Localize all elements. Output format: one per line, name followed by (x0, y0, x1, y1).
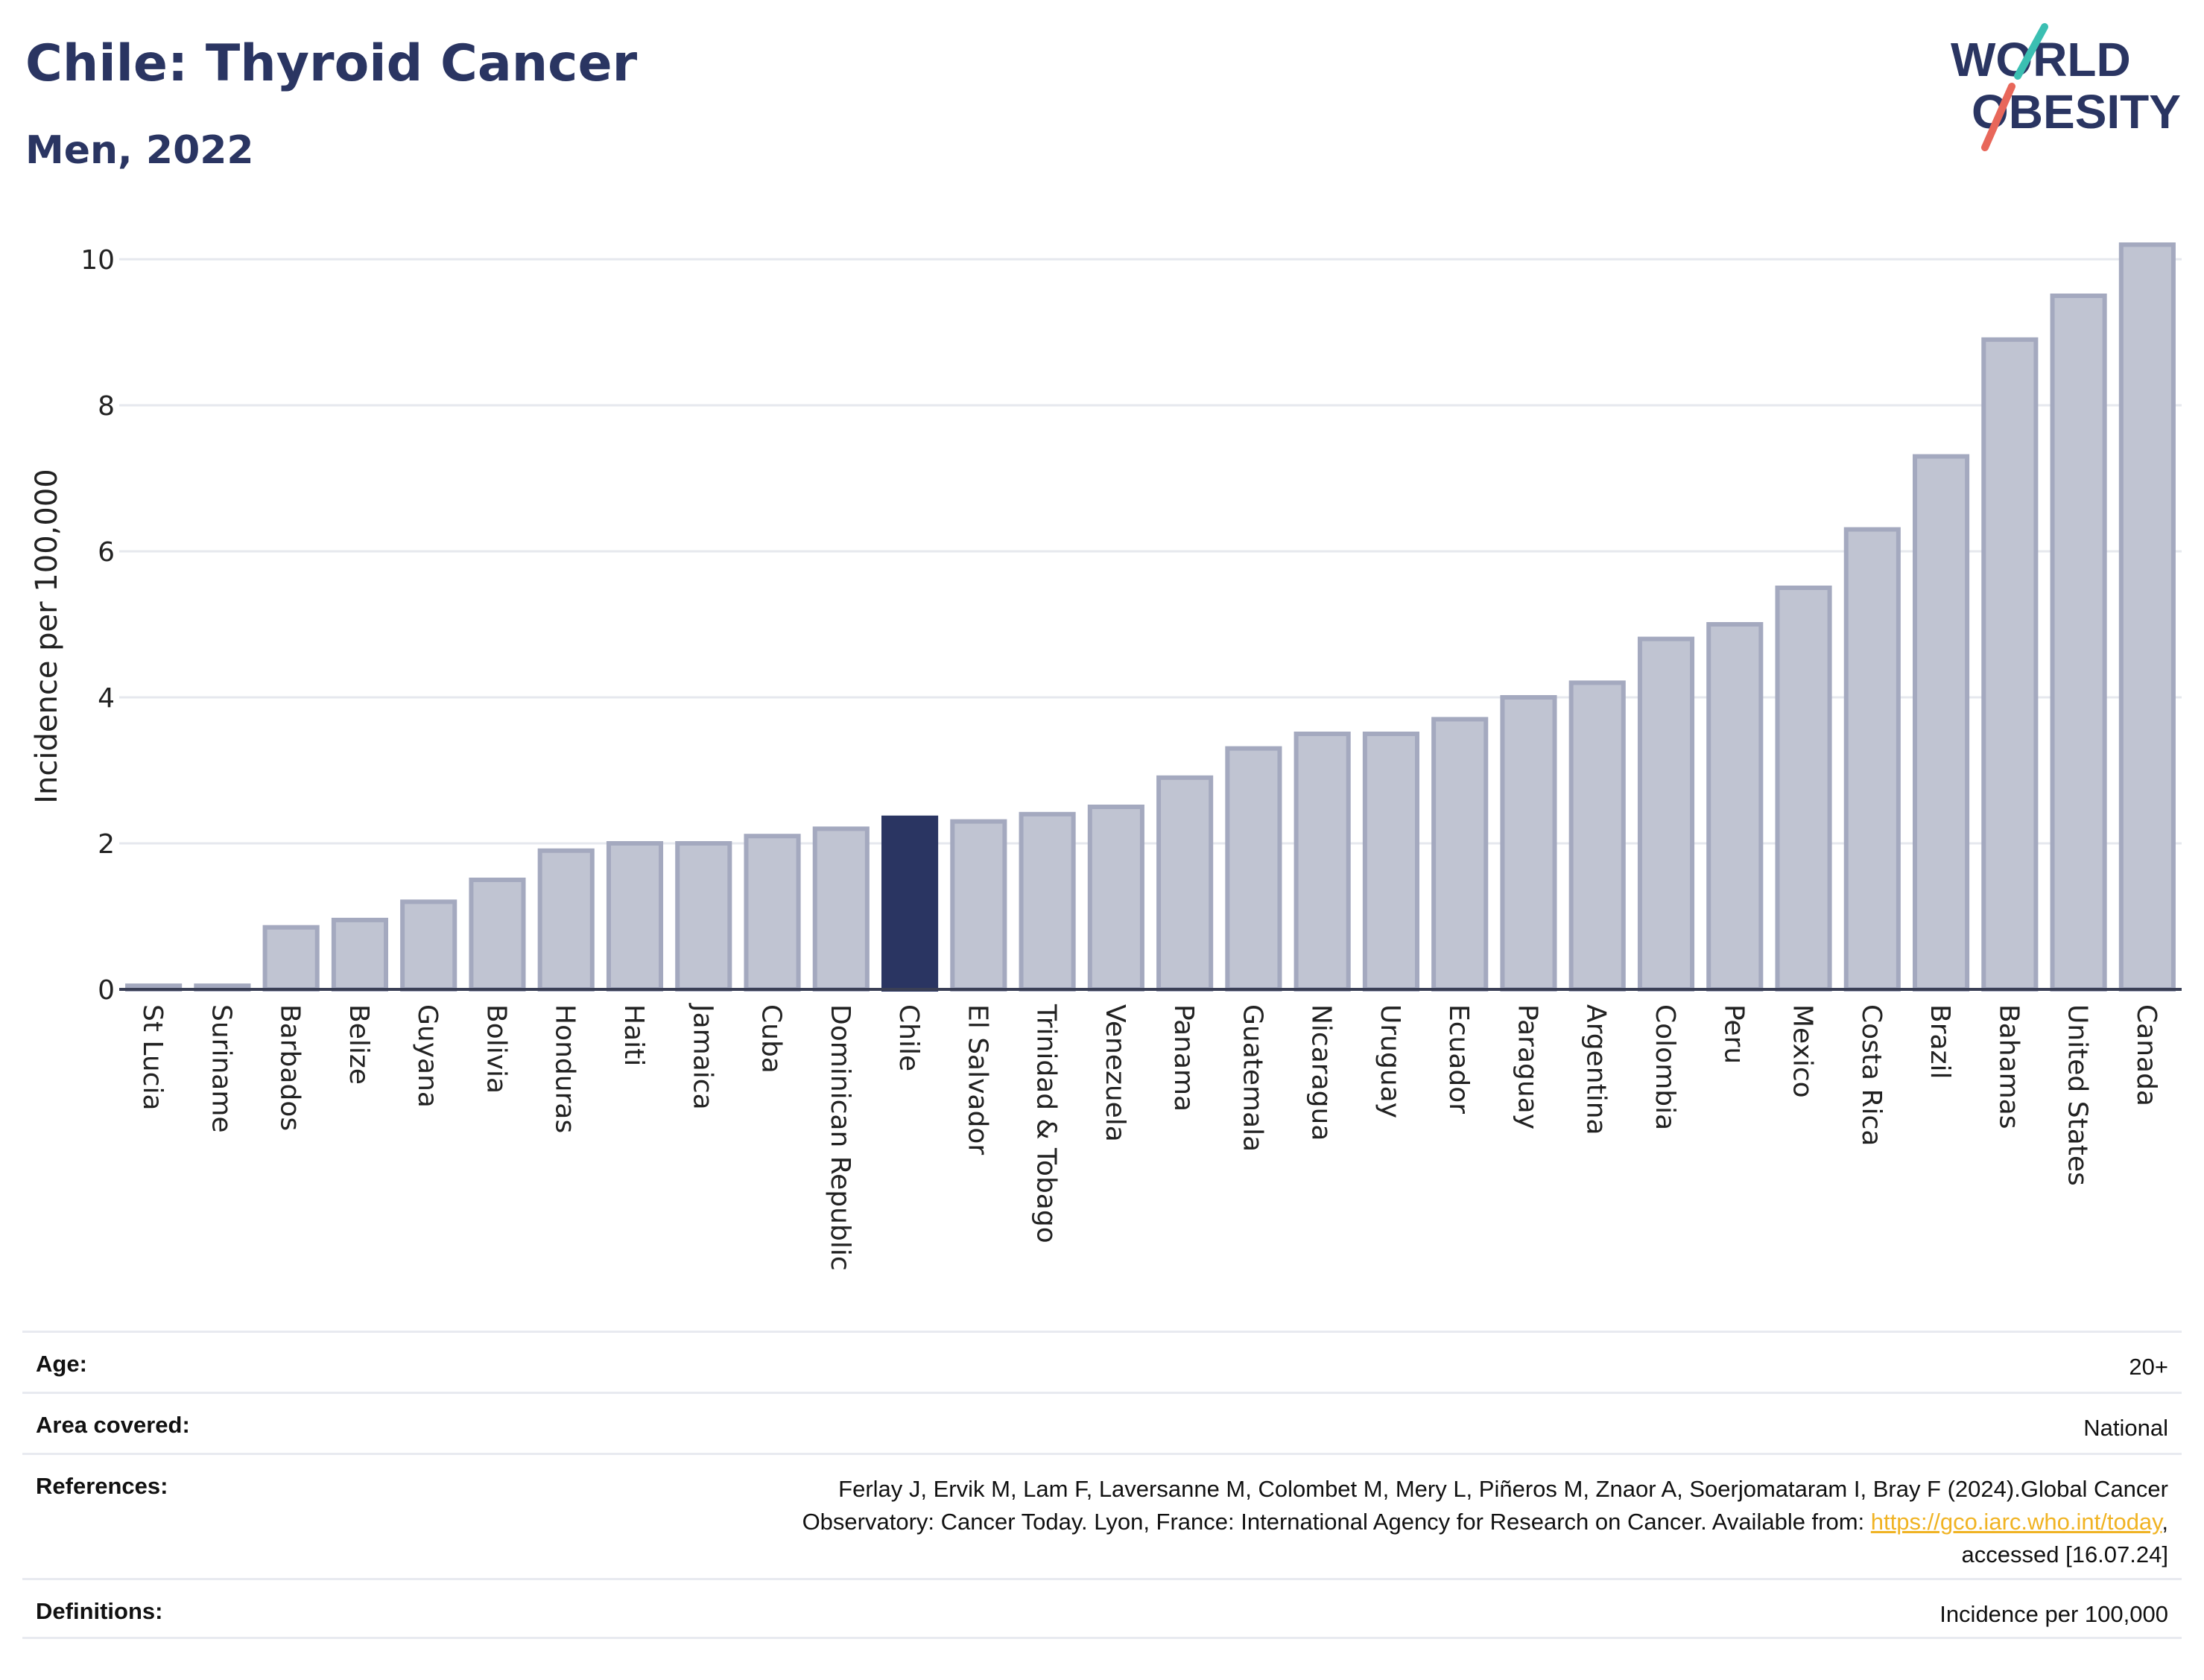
bar (469, 878, 526, 992)
x-tick-label: Guyana (412, 1004, 443, 1108)
x-tick-label: Honduras (550, 1004, 580, 1133)
references-line-3: accessed [16.07.24] (1961, 1541, 2168, 1568)
meta-row-definitions: Definitions: Incidence per 100,000 (22, 1578, 2182, 1639)
x-tick-label: Trinidad & Tobago (1031, 1004, 1062, 1243)
x-tick-label: Barbados (275, 1004, 305, 1131)
definitions-value: Incidence per 100,000 (1939, 1601, 2168, 1627)
bar (2050, 294, 2107, 992)
x-tick-label: Brazil (1925, 1004, 1955, 1079)
x-tick-label: Uruguay (1375, 1004, 1405, 1118)
x-tick-label: Haiti (618, 1004, 649, 1066)
x-tick-label: Bolivia (481, 1004, 511, 1094)
x-tick-label: Peru (1718, 1004, 1749, 1064)
world-obesity-logo: WORLD OBESITY (1951, 23, 2181, 151)
references-line-2-text: Observatory: Cancer Today. Lyon, France:… (802, 1509, 1871, 1535)
bar (1225, 746, 1282, 992)
meta-row-age: Age: 20+ (22, 1331, 2182, 1392)
bar (1706, 622, 1764, 992)
references-line-2-end: , (2162, 1509, 2168, 1535)
bar (675, 841, 732, 992)
references-value: Ferlay J, Ervik M, Lam F, Laversanne M, … (802, 1473, 2168, 1571)
bar (1293, 732, 1351, 992)
age-label: Age: (36, 1351, 87, 1377)
bar (812, 826, 870, 992)
page-title: Chile: Thyroid Cancer (25, 34, 638, 93)
bar (1637, 636, 1695, 992)
y-tick-label: 2 (98, 829, 115, 860)
bar (1981, 337, 2039, 992)
bar-chart: 0 2 4 6 8 10 Incidence per 100,000 St Lucia Suri… (30, 242, 2182, 1271)
page-subtitle: Men, 2022 (25, 128, 254, 173)
bar (1913, 454, 1970, 992)
bar (1500, 695, 1557, 992)
x-tick-label: United States (2062, 1004, 2093, 1186)
x-tick-label: Ecuador (1443, 1004, 1474, 1114)
logo-accent-coral (1981, 83, 2015, 151)
bar (537, 848, 595, 992)
logo-text-world: WORLD (1951, 33, 2131, 86)
y-tick-label: 0 (98, 975, 115, 1006)
bar (331, 917, 388, 992)
bar (1431, 717, 1489, 992)
meta-row-references: References: Ferlay J, Ervik M, Lam F, La… (22, 1453, 2182, 1578)
references-link[interactable]: https://gco.iarc.who.int/today (1870, 1509, 2162, 1535)
age-value: 20+ (2129, 1354, 2168, 1380)
references-line-2: Observatory: Cancer Today. Lyon, France:… (802, 1506, 2168, 1538)
bar (262, 925, 320, 992)
x-tick-label: Cuba (756, 1004, 787, 1074)
references-line-1: Ferlay J, Ervik M, Lam F, Laversanne M, … (838, 1476, 2168, 1502)
x-tick-label: Canada (2131, 1004, 2162, 1106)
x-tick-label: Argentina (1581, 1004, 1612, 1135)
bar (1843, 527, 1901, 992)
metadata-table: Age: 20+ Area covered: National Referenc… (22, 1331, 2182, 1639)
x-tick-label: Colombia (1650, 1004, 1680, 1130)
x-tick-label: Belize (343, 1004, 374, 1085)
y-tick-label: 4 (98, 683, 115, 714)
x-tick-label: Panama (1168, 1004, 1199, 1112)
y-tick-label: 6 (98, 537, 115, 568)
x-tick-label: Guatemala (1237, 1004, 1267, 1152)
bar (1362, 732, 1419, 992)
x-tick-label: Jamaica (687, 1003, 718, 1110)
y-tick-label: 8 (98, 391, 115, 422)
bar (1019, 811, 1076, 992)
y-axis-label: Incidence per 100,000 (30, 469, 64, 804)
x-tick-label: El Salvador (962, 1004, 992, 1155)
x-tick-label: Bahamas (1993, 1004, 2024, 1129)
bar (881, 815, 939, 992)
x-tick-label: Mexico (1787, 1004, 1818, 1098)
logo-accent-teal (2014, 23, 2048, 80)
bar (606, 841, 664, 992)
bar (950, 819, 1007, 992)
bar (1775, 586, 1832, 992)
area-value: National (2083, 1415, 2168, 1441)
bar (2118, 242, 2176, 992)
x-tick-label: Nicaragua (1306, 1004, 1337, 1141)
bar (400, 899, 457, 992)
bar (1156, 775, 1214, 992)
definitions-label: Definitions: (36, 1598, 163, 1624)
x-tick-label: Paraguay (1512, 1004, 1542, 1129)
bar (1087, 805, 1144, 992)
x-tick-label: Suriname (206, 1004, 236, 1133)
y-tick-label: 10 (80, 245, 115, 276)
x-tick-label: Chile (893, 1004, 924, 1071)
x-tick-label: Costa Rica (1856, 1004, 1887, 1146)
area-label: Area covered: (36, 1412, 190, 1438)
references-label: References: (36, 1473, 168, 1499)
x-tick-label: Dominican Republic (825, 1004, 855, 1271)
meta-row-area: Area covered: National (22, 1392, 2182, 1453)
x-tick-label: St Lucia (137, 1004, 168, 1111)
bar (744, 834, 801, 992)
x-tick-label: Venezuela (1100, 1004, 1130, 1142)
bar (1568, 680, 1626, 992)
